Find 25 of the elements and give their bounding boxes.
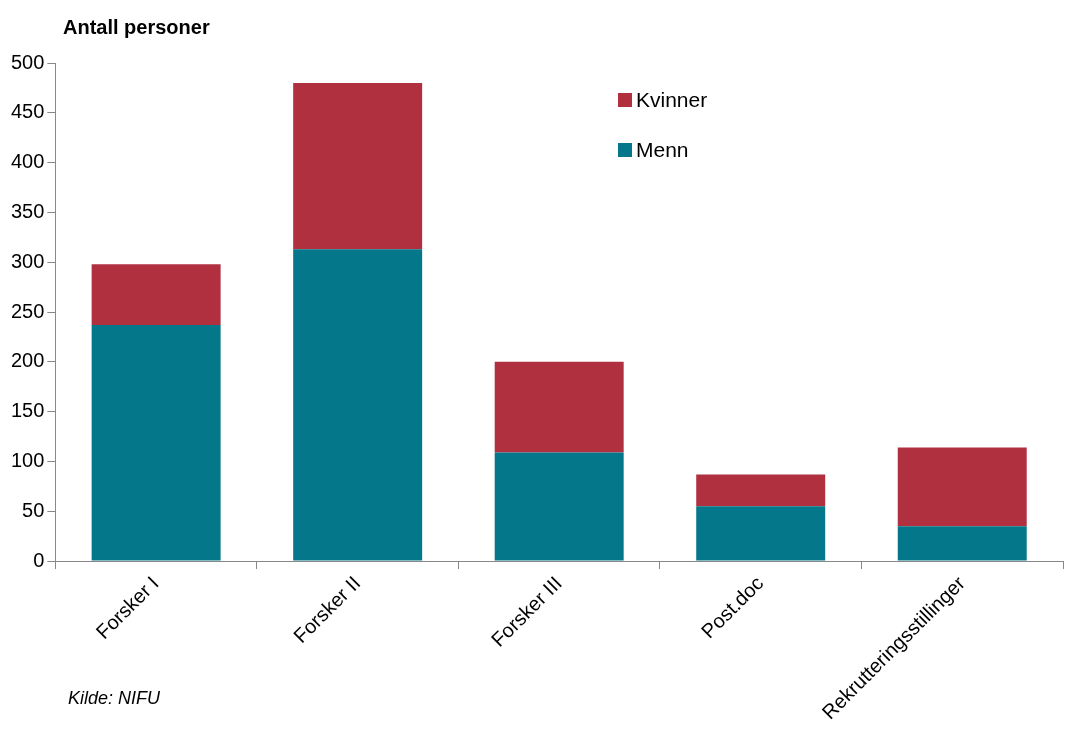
y-tick-label: 400: [10, 150, 45, 173]
bar: [897, 447, 1027, 527]
y-tick-label: 300: [10, 249, 45, 272]
y-tick-label: 250: [10, 299, 45, 322]
bar: [91, 324, 221, 561]
y-tick-label: 450: [10, 100, 45, 123]
bar: [293, 249, 423, 561]
legend-label: Kvinner: [636, 88, 708, 112]
y-tick-label: 500: [10, 50, 45, 73]
y-axis-title: Antall personer: [63, 16, 210, 39]
y-tick-label: 100: [10, 448, 45, 471]
y-tick-label: 200: [10, 349, 45, 372]
bar: [91, 264, 221, 325]
bar: [494, 452, 624, 561]
y-tick-label: 0: [33, 548, 45, 571]
bar: [897, 526, 1027, 561]
bar: [494, 361, 624, 453]
text: Kilde: NIFU: [68, 688, 161, 709]
bar: [696, 506, 826, 561]
y-tick-label: 350: [10, 199, 45, 222]
legend-label: Menn: [636, 138, 689, 162]
y-tick-label: 150: [10, 399, 45, 422]
y-tick-label: 50: [22, 498, 45, 521]
bar: [696, 474, 826, 507]
bar: [293, 82, 423, 250]
